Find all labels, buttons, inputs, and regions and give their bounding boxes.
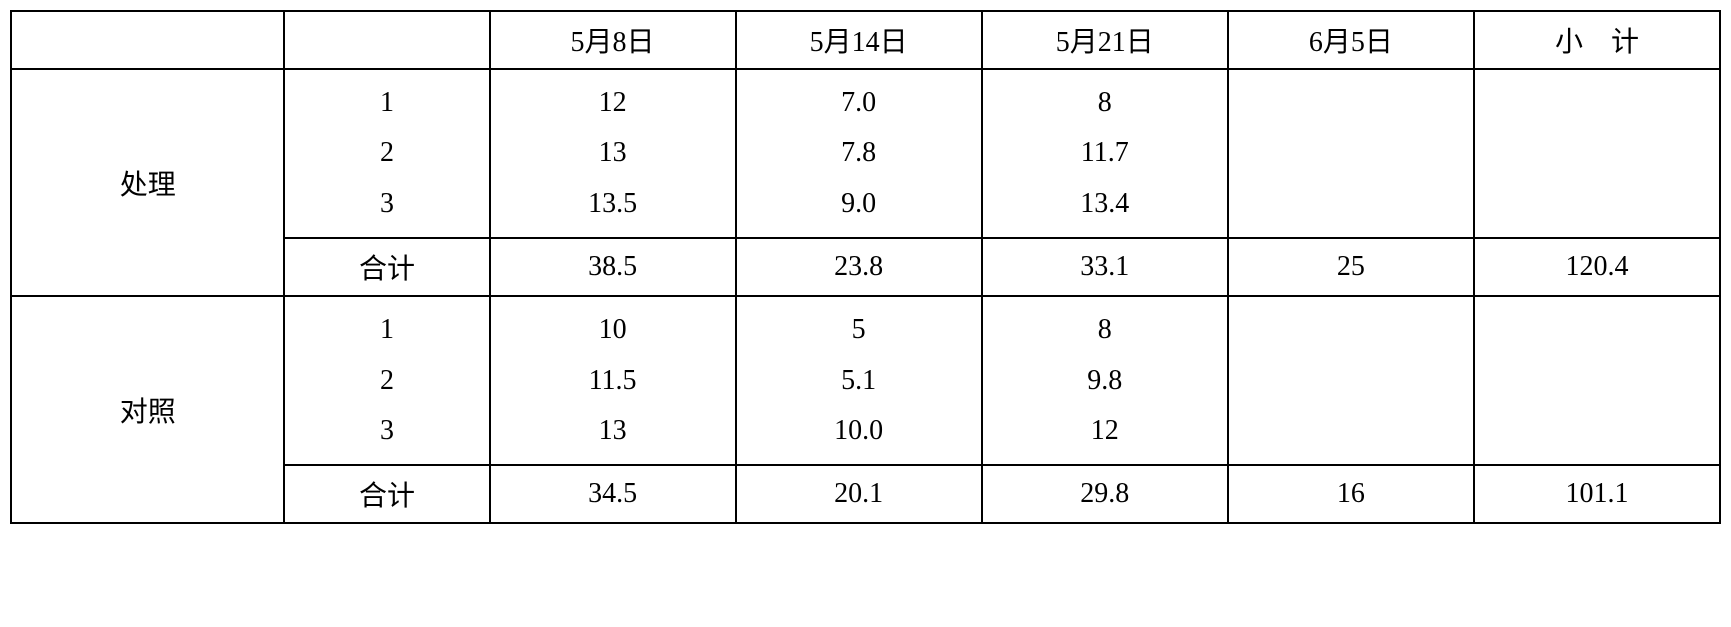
group-1-label: 处理 bbox=[11, 69, 284, 296]
cell-value: 7.8 bbox=[745, 128, 973, 178]
group-2-data-row: 对照 1 2 3 10 11.5 13 5 5.1 10.0 8 9.8 12 bbox=[11, 296, 1720, 465]
header-subtotal: 小 计 bbox=[1474, 11, 1720, 69]
group-1-total-c4: 23.8 bbox=[736, 238, 982, 296]
cell-value: 10 bbox=[499, 305, 727, 355]
group-1-total-c3: 38.5 bbox=[490, 238, 736, 296]
group-1-total-c6: 25 bbox=[1228, 238, 1474, 296]
cell-value: 13 bbox=[499, 406, 727, 456]
group-2-total-c6: 16 bbox=[1228, 465, 1474, 523]
group-1-col4: 7.0 7.8 9.0 bbox=[736, 69, 982, 238]
group-2-total-c3: 34.5 bbox=[490, 465, 736, 523]
cell-value: 8 bbox=[991, 305, 1219, 355]
group-2-col4: 5 5.1 10.0 bbox=[736, 296, 982, 465]
header-blank-2 bbox=[284, 11, 489, 69]
group-1-total-label: 合计 bbox=[284, 238, 489, 296]
header-date-4: 6月5日 bbox=[1228, 11, 1474, 69]
group-2-total-label: 合计 bbox=[284, 465, 489, 523]
cell-value: 11.5 bbox=[499, 356, 727, 406]
cell-value: 7.0 bbox=[745, 78, 973, 128]
group-1-data-row: 处理 1 2 3 12 13 13.5 7.0 7.8 9.0 8 11.7 1… bbox=[11, 69, 1720, 238]
cell-value: 3 bbox=[293, 179, 480, 229]
group-2-col6 bbox=[1228, 296, 1474, 465]
group-2-total-c5: 29.8 bbox=[982, 465, 1228, 523]
group-2-col3: 10 11.5 13 bbox=[490, 296, 736, 465]
group-2-total-c4: 20.1 bbox=[736, 465, 982, 523]
group-2-total-c7: 101.1 bbox=[1474, 465, 1720, 523]
group-1-col7 bbox=[1474, 69, 1720, 238]
cell-value: 5.1 bbox=[745, 356, 973, 406]
cell-value: 12 bbox=[991, 406, 1219, 456]
group-1-col5: 8 11.7 13.4 bbox=[982, 69, 1228, 238]
cell-value: 9.8 bbox=[991, 356, 1219, 406]
header-date-1: 5月8日 bbox=[490, 11, 736, 69]
group-1-total-c5: 33.1 bbox=[982, 238, 1228, 296]
cell-value: 10.0 bbox=[745, 406, 973, 456]
cell-value: 9.0 bbox=[745, 179, 973, 229]
group-1-total-c7: 120.4 bbox=[1474, 238, 1720, 296]
cell-value: 1 bbox=[293, 305, 480, 355]
cell-value: 13 bbox=[499, 128, 727, 178]
header-date-2: 5月14日 bbox=[736, 11, 982, 69]
header-date-3: 5月21日 bbox=[982, 11, 1228, 69]
cell-value: 1 bbox=[293, 78, 480, 128]
cell-value: 13.4 bbox=[991, 179, 1219, 229]
cell-value: 12 bbox=[499, 78, 727, 128]
group-1-col6 bbox=[1228, 69, 1474, 238]
cell-value: 8 bbox=[991, 78, 1219, 128]
cell-value: 13.5 bbox=[499, 179, 727, 229]
header-row: 5月8日 5月14日 5月21日 6月5日 小 计 bbox=[11, 11, 1720, 69]
group-2-col7 bbox=[1474, 296, 1720, 465]
header-blank-1 bbox=[11, 11, 284, 69]
cell-value: 5 bbox=[745, 305, 973, 355]
group-2-label: 对照 bbox=[11, 296, 284, 523]
data-table: 5月8日 5月14日 5月21日 6月5日 小 计 处理 1 2 3 12 13… bbox=[10, 10, 1721, 524]
cell-value: 2 bbox=[293, 356, 480, 406]
group-1-nums: 1 2 3 bbox=[284, 69, 489, 238]
cell-value: 11.7 bbox=[991, 128, 1219, 178]
group-2-nums: 1 2 3 bbox=[284, 296, 489, 465]
group-2-col5: 8 9.8 12 bbox=[982, 296, 1228, 465]
group-1-col3: 12 13 13.5 bbox=[490, 69, 736, 238]
cell-value: 2 bbox=[293, 128, 480, 178]
cell-value: 3 bbox=[293, 406, 480, 456]
